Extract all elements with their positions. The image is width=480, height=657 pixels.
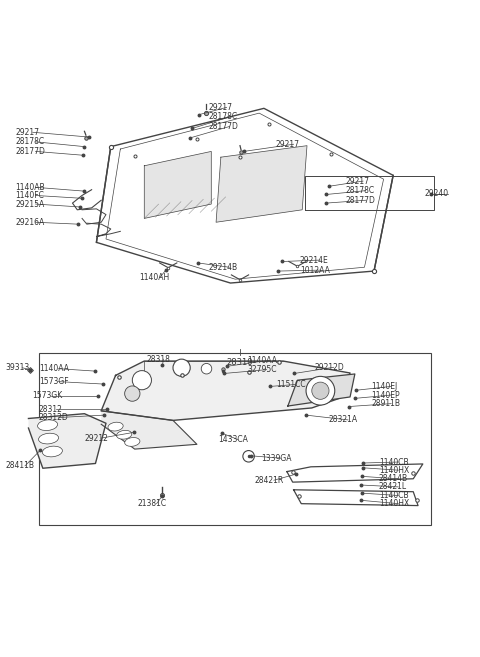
Text: 1140AB: 1140AB (15, 183, 45, 192)
Text: 29217: 29217 (276, 140, 300, 148)
Text: 28178C: 28178C (15, 137, 44, 147)
Polygon shape (288, 374, 355, 406)
Text: 1140FC: 1140FC (15, 191, 44, 200)
Text: 28177D: 28177D (209, 122, 239, 131)
Ellipse shape (42, 446, 62, 457)
Text: 1433CA: 1433CA (218, 435, 248, 444)
Ellipse shape (108, 422, 123, 431)
Text: 28321A: 28321A (328, 415, 358, 424)
Text: 1573GF: 1573GF (39, 377, 69, 386)
Text: 1339GA: 1339GA (262, 454, 292, 463)
Text: 28411B: 28411B (5, 461, 35, 470)
Text: 1012AA: 1012AA (300, 265, 330, 275)
Text: 1140CB: 1140CB (379, 491, 408, 500)
Text: 29214E: 29214E (300, 256, 329, 265)
Text: 28310: 28310 (227, 358, 253, 367)
Text: 28414B: 28414B (379, 474, 408, 484)
Text: 39313: 39313 (5, 363, 30, 373)
Text: 28178C: 28178C (209, 112, 238, 122)
Circle shape (243, 451, 254, 462)
Polygon shape (101, 411, 197, 449)
Text: 1140AA: 1140AA (247, 356, 277, 365)
Text: 1140HX: 1140HX (379, 466, 409, 474)
Polygon shape (28, 414, 106, 468)
Ellipse shape (117, 430, 132, 439)
Circle shape (306, 376, 335, 405)
Text: 1140HX: 1140HX (379, 499, 409, 508)
Text: 28312: 28312 (39, 405, 63, 414)
Text: 29212: 29212 (84, 434, 108, 443)
Text: 28177D: 28177D (15, 147, 45, 156)
Text: 28318: 28318 (147, 355, 170, 363)
Text: 29212D: 29212D (314, 363, 344, 372)
Polygon shape (216, 146, 307, 222)
Circle shape (132, 371, 152, 390)
Polygon shape (144, 151, 211, 218)
Text: 28911B: 28911B (372, 399, 401, 408)
Text: 1151CC: 1151CC (276, 380, 306, 389)
Text: 29214B: 29214B (209, 263, 238, 272)
Text: 29215A: 29215A (15, 200, 44, 208)
Circle shape (201, 363, 212, 374)
Text: 28177D: 28177D (345, 196, 375, 205)
Text: 28421R: 28421R (254, 476, 284, 485)
Circle shape (173, 359, 190, 376)
Polygon shape (101, 361, 350, 420)
Bar (39, 353, 432, 525)
Text: 28312D: 28312D (39, 413, 69, 422)
Text: 1140EP: 1140EP (372, 390, 400, 399)
Text: 1140CB: 1140CB (379, 457, 408, 466)
Circle shape (125, 386, 140, 401)
Text: 32795C: 32795C (247, 365, 276, 374)
Text: 1140AH: 1140AH (140, 273, 170, 282)
Text: 28421L: 28421L (379, 482, 407, 491)
Ellipse shape (38, 433, 59, 444)
Text: 1573GK: 1573GK (32, 392, 62, 401)
Text: 28178C: 28178C (345, 186, 374, 195)
Circle shape (312, 382, 329, 399)
Text: 29217: 29217 (209, 103, 233, 112)
Ellipse shape (125, 438, 140, 446)
Ellipse shape (37, 420, 58, 430)
Text: 29216A: 29216A (15, 217, 44, 227)
Text: 29217: 29217 (345, 177, 369, 185)
Text: 29217: 29217 (15, 127, 39, 137)
Text: 1140AA: 1140AA (39, 364, 69, 373)
Text: 1140EJ: 1140EJ (372, 382, 398, 391)
Text: 21381C: 21381C (137, 499, 166, 508)
Text: 29240: 29240 (424, 189, 448, 198)
